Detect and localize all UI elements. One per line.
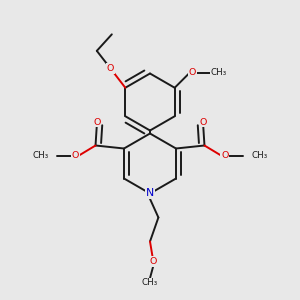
Text: O: O: [106, 64, 114, 73]
Text: CH₃: CH₃: [211, 68, 227, 77]
Text: O: O: [71, 152, 79, 160]
Text: O: O: [149, 257, 157, 266]
Text: CH₃: CH₃: [251, 152, 268, 160]
Text: O: O: [189, 68, 196, 77]
Text: O: O: [221, 152, 229, 160]
Text: CH₃: CH₃: [142, 278, 158, 287]
Text: O: O: [199, 118, 207, 127]
Text: CH₃: CH₃: [32, 152, 49, 160]
Text: O: O: [93, 118, 101, 127]
Text: N: N: [146, 188, 154, 199]
